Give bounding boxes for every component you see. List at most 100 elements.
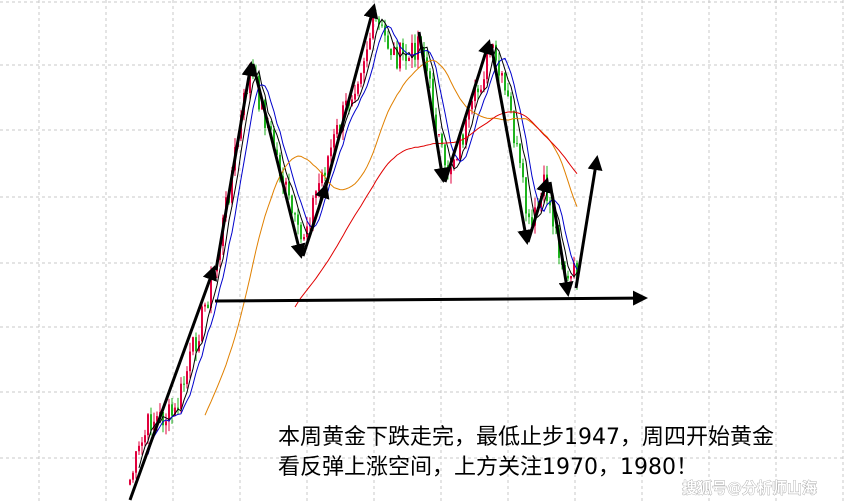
candle-body	[531, 217, 533, 226]
candle-body	[381, 24, 383, 26]
candle-body	[147, 414, 149, 436]
candle-body	[444, 144, 446, 166]
candle-body	[165, 421, 167, 426]
candle-body	[132, 472, 134, 480]
candle-body	[441, 134, 443, 145]
candle-body	[525, 177, 527, 214]
candle-body	[360, 73, 362, 84]
candle-body	[552, 205, 554, 227]
candle-body	[549, 200, 551, 206]
candle-body	[411, 42, 413, 59]
moving-average	[147, 25, 578, 455]
candle-body	[477, 88, 479, 93]
candle-body	[513, 110, 515, 144]
candle-body	[204, 304, 206, 307]
candle-body	[459, 134, 461, 159]
candle-body	[273, 129, 275, 150]
candle-body	[351, 99, 353, 106]
candle-body	[426, 57, 428, 72]
candle-body	[330, 147, 332, 157]
candle-body	[195, 337, 197, 352]
annotation-line: 看反弹上涨空间，上方关注1970，1980！	[278, 455, 698, 480]
candle-body	[369, 38, 371, 50]
candle-body	[231, 170, 233, 203]
candle-body	[405, 53, 407, 62]
candle-body	[141, 442, 143, 446]
candle-body	[318, 183, 320, 192]
candle-body	[201, 306, 203, 342]
candle-body	[390, 48, 392, 56]
candle-body	[384, 25, 386, 36]
candle-body	[321, 172, 323, 184]
candle-body	[333, 134, 335, 148]
candle-body	[294, 213, 296, 215]
candle-body	[357, 83, 359, 94]
candle-body	[573, 262, 575, 276]
candle-body	[519, 143, 521, 164]
candle-body	[450, 167, 452, 175]
candle-body	[210, 275, 212, 309]
candle-body	[327, 156, 329, 176]
candle-body	[180, 383, 182, 409]
candle-body	[438, 134, 440, 136]
candle-body	[285, 181, 287, 185]
candle-body	[408, 58, 410, 62]
candle-body	[372, 14, 374, 39]
candle-body	[279, 154, 281, 177]
candle-body	[156, 416, 158, 422]
candle-body	[297, 214, 299, 225]
candle-body	[468, 109, 470, 120]
candle-body	[429, 71, 431, 79]
candle-body	[183, 383, 185, 385]
candle-body	[303, 237, 305, 240]
candle-body	[567, 275, 569, 279]
candle-body	[576, 262, 578, 281]
candle-body	[192, 337, 194, 352]
candle-body	[378, 18, 380, 25]
watermark: 搜狐号@分析师山海	[682, 479, 817, 497]
candle-body	[189, 351, 191, 372]
candle-body	[144, 435, 146, 443]
candle-body	[366, 49, 368, 62]
candle-body	[174, 407, 176, 416]
arrows	[128, 3, 648, 501]
candle-body	[363, 61, 365, 74]
candle-body	[474, 88, 476, 102]
candle-body	[510, 96, 512, 111]
candle-body	[423, 48, 425, 58]
candle-body	[414, 42, 416, 60]
candle-body	[465, 119, 467, 145]
candle-body	[393, 46, 395, 56]
candle-body	[483, 79, 485, 90]
candle-body	[345, 100, 347, 106]
candle-body	[300, 224, 302, 240]
candle-body	[129, 479, 131, 485]
candle-body	[138, 445, 140, 452]
candle-body	[354, 93, 356, 100]
candle-body	[570, 275, 572, 279]
candle-body	[504, 72, 506, 91]
moving-average	[204, 59, 578, 416]
moving-average	[138, 18, 578, 469]
candle-body	[486, 48, 488, 80]
candle-body	[387, 35, 389, 49]
candle-body	[492, 44, 494, 48]
candle-body	[417, 36, 419, 60]
candle-body	[507, 90, 509, 97]
candle-body	[456, 158, 458, 160]
candle-body	[396, 46, 398, 69]
candle-body	[471, 101, 473, 110]
candle-body	[498, 60, 500, 76]
candle-body	[453, 159, 455, 168]
candle-body	[435, 114, 437, 135]
candle-body	[480, 89, 482, 93]
candle-body	[150, 414, 152, 431]
candle-body	[432, 78, 434, 115]
candle-body	[315, 191, 317, 198]
candle-body	[276, 149, 278, 155]
candle-body	[135, 451, 137, 473]
candle-body	[306, 226, 308, 238]
candle-body	[291, 195, 293, 214]
